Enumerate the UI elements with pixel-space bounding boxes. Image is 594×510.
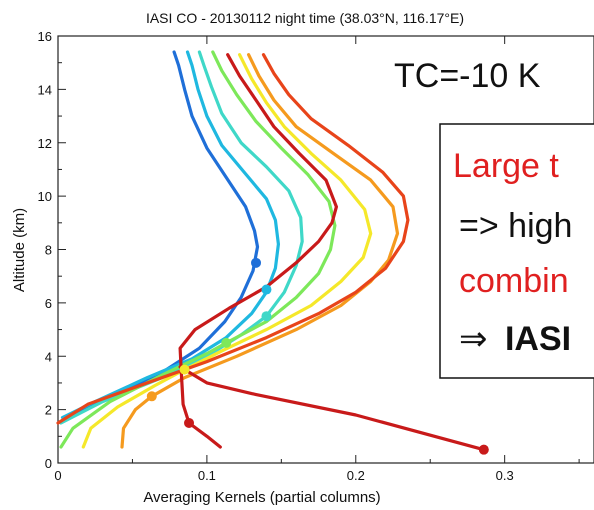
- annotation-line-3: combin: [459, 262, 569, 300]
- y-axis-label: Altitude (km): [11, 208, 28, 292]
- kernel-marker-1: [251, 257, 262, 268]
- y-tick-label: 2: [45, 403, 52, 418]
- chart-title: IASI CO - 20130112 night time (38.03°N, …: [146, 10, 464, 26]
- kernel-line-2: [60, 50, 280, 420]
- kernel-line-8-branch: [178, 365, 486, 452]
- kernel-line-6: [120, 53, 400, 449]
- y-tick-label: 14: [38, 82, 52, 97]
- kernel-line-7: [56, 53, 410, 425]
- kernel-line-5: [81, 53, 373, 449]
- y-tick-label: 10: [38, 189, 52, 204]
- y-tick-label: 0: [45, 456, 52, 471]
- kernel-line-8: [178, 53, 338, 449]
- kernel-marker-8-b: [478, 444, 489, 455]
- y-tick-label: 6: [45, 296, 52, 311]
- series-layer: [56, 50, 486, 452]
- x-tick-label: 0.1: [198, 468, 216, 483]
- x-tick-label: 0: [54, 468, 61, 483]
- x-tick-label: 0.2: [347, 468, 365, 483]
- marker-layer: [146, 257, 489, 455]
- annotation-line-1: Large t: [453, 147, 559, 185]
- y-tick-label: 4: [45, 349, 52, 364]
- kernel-marker-5: [179, 364, 190, 375]
- kernel-marker-3: [261, 311, 272, 322]
- annotation-line-2: => high: [459, 207, 572, 245]
- kernel-line-1: [60, 50, 260, 422]
- axis-ticks: 0 0.1 0.2 0.3 0 2 4 6 8 10 12 14 16: [38, 29, 580, 483]
- kernel-marker-6: [146, 391, 157, 402]
- kernel-marker-8: [184, 417, 195, 428]
- annotation-box: [439, 123, 594, 379]
- x-axis-label: Averaging Kernels (partial columns): [143, 489, 380, 506]
- implies-arrow-icon: ⇒: [459, 320, 488, 358]
- y-tick-label: 12: [38, 136, 52, 151]
- y-tick-label: 8: [45, 243, 52, 258]
- annotation-line-4: ⇒ IASI: [459, 320, 571, 358]
- kernel-marker-4: [221, 337, 232, 348]
- kernel-marker-2: [261, 284, 272, 295]
- y-tick-label: 16: [38, 29, 52, 44]
- kernel-line-4: [59, 50, 337, 449]
- tc-annotation: TC=-10 K: [394, 57, 541, 95]
- kernel-line-3: [59, 50, 304, 425]
- annotation-line-4-bold: IASI: [505, 320, 571, 358]
- x-tick-label: 0.3: [496, 468, 514, 483]
